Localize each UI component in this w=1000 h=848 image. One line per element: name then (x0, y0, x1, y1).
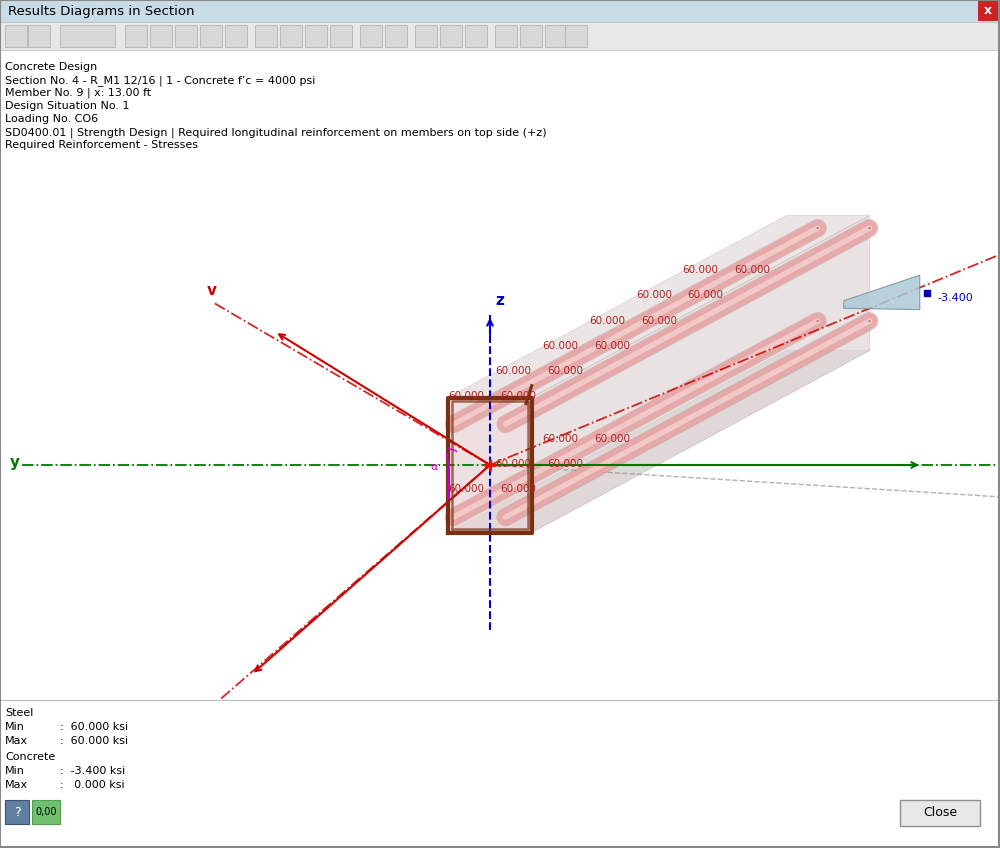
Bar (305, 25, 327, 47)
Bar (465, 25, 487, 47)
Bar (280, 25, 302, 47)
Bar (0, 0, 1000, 22)
Text: Close: Close (923, 806, 957, 819)
Bar (60, 25, 115, 47)
Bar (150, 25, 172, 47)
Text: 60.000: 60.000 (589, 315, 625, 326)
Polygon shape (844, 275, 920, 310)
Text: 60.000: 60.000 (594, 433, 630, 444)
Text: 60.000: 60.000 (495, 365, 531, 376)
Text: z: z (495, 293, 504, 308)
Text: Max: Max (5, 780, 28, 790)
Text: x: x (984, 4, 992, 18)
Text: :  60.000 ksi: : 60.000 ksi (60, 736, 128, 746)
Text: 60.000: 60.000 (688, 290, 724, 300)
Text: Required Reinforcement - Stresses: Required Reinforcement - Stresses (5, 140, 198, 150)
Bar (5, 800, 29, 824)
Text: :   0.000 ksi: : 0.000 ksi (60, 780, 125, 790)
Text: 60.000: 60.000 (683, 265, 719, 275)
Bar (32, 800, 60, 824)
Text: Loading No. CO6: Loading No. CO6 (5, 114, 98, 124)
Text: 60.000: 60.000 (542, 433, 578, 444)
Polygon shape (532, 215, 870, 533)
Bar (900, 800, 980, 826)
Bar (545, 25, 567, 47)
Text: Min: Min (5, 722, 25, 732)
Ellipse shape (869, 227, 871, 229)
Text: Section No. 4 - R_M1 12/16 | 1 - Concrete f’c = 4000 psi: Section No. 4 - R_M1 12/16 | 1 - Concret… (5, 75, 315, 86)
Text: 0,00: 0,00 (35, 807, 57, 817)
Bar (0, 700, 1000, 848)
Text: Min: Min (5, 766, 25, 776)
Text: 60.000: 60.000 (495, 459, 531, 469)
Text: v: v (207, 283, 217, 298)
Bar (125, 25, 147, 47)
Bar (200, 25, 222, 47)
Bar (330, 25, 352, 47)
Bar (520, 25, 542, 47)
Ellipse shape (817, 227, 819, 229)
Text: α: α (430, 462, 438, 472)
Text: :  -3.400 ksi: : -3.400 ksi (60, 766, 125, 776)
Bar (415, 25, 437, 47)
Text: Results Diagrams in Section: Results Diagrams in Section (8, 4, 194, 18)
Text: SD0400.01 | Strength Design | Required longitudinal reinforcement on members on : SD0400.01 | Strength Design | Required l… (5, 127, 547, 137)
Bar (385, 25, 407, 47)
Text: :  60.000 ksi: : 60.000 ksi (60, 722, 128, 732)
Text: 60.000: 60.000 (501, 391, 537, 401)
Bar (495, 25, 517, 47)
Text: 60.000: 60.000 (735, 265, 771, 275)
Text: Steel: Steel (5, 708, 33, 718)
Bar (440, 25, 462, 47)
Text: 60.000: 60.000 (542, 341, 578, 351)
Text: 60.000: 60.000 (641, 315, 677, 326)
Text: 60.000: 60.000 (449, 484, 485, 494)
Text: -3.400: -3.400 (937, 293, 973, 304)
Text: 60.000: 60.000 (636, 290, 672, 300)
Text: Max: Max (5, 736, 28, 746)
Text: ?: ? (14, 806, 20, 818)
Polygon shape (448, 398, 532, 533)
Text: y: y (10, 455, 20, 470)
Bar (5, 25, 27, 47)
Bar (255, 25, 277, 47)
Bar (360, 25, 382, 47)
Bar (225, 25, 247, 47)
Polygon shape (448, 350, 870, 533)
Text: Member No. 9 | x: 13.00 ft: Member No. 9 | x: 13.00 ft (5, 88, 151, 98)
Text: 60.000: 60.000 (547, 365, 583, 376)
Polygon shape (448, 215, 870, 398)
Text: 60.000: 60.000 (449, 391, 485, 401)
Text: Concrete: Concrete (5, 752, 55, 762)
Bar (175, 25, 197, 47)
Text: 60.000: 60.000 (547, 459, 583, 469)
Text: u: u (178, 720, 189, 735)
Text: 60.000: 60.000 (501, 484, 537, 494)
Bar (978, 1, 999, 21)
Bar (28, 25, 50, 47)
Bar (0, 22, 1000, 50)
Text: Concrete Design: Concrete Design (5, 62, 97, 72)
Text: Design Situation No. 1: Design Situation No. 1 (5, 101, 130, 111)
Bar (565, 25, 587, 47)
Text: 60.000: 60.000 (594, 341, 630, 351)
